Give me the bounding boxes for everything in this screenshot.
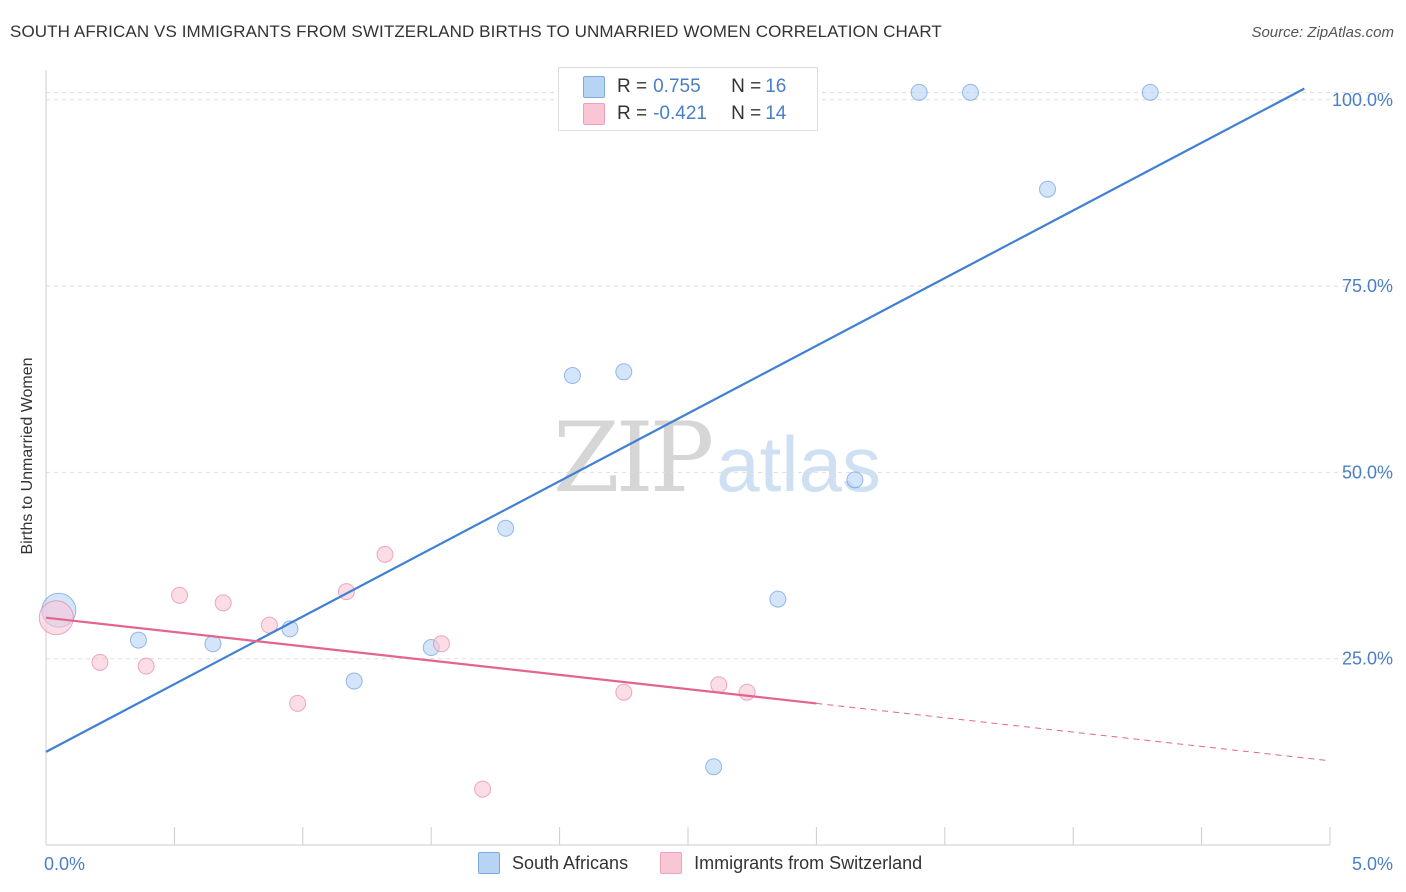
y-tick-label: 50.0% xyxy=(1342,462,1393,482)
legend-n-value: 16 xyxy=(765,76,787,97)
trend-line-switzerland xyxy=(45,616,817,705)
legend-label-south-africans: South Africans xyxy=(512,852,629,873)
y-tick-label: 75.0% xyxy=(1342,276,1393,296)
point-south-africans xyxy=(497,519,515,537)
legend-r-label: R = xyxy=(617,76,648,97)
source-label: Source: ZipAtlas.com xyxy=(1251,24,1394,41)
point-south-africans xyxy=(345,672,363,690)
point-south-africans xyxy=(563,367,581,385)
point-south-africans xyxy=(846,471,864,489)
point-switzerland xyxy=(432,635,450,653)
point-switzerland xyxy=(137,657,155,675)
point-switzerland xyxy=(171,586,189,604)
legend-n-label: N = xyxy=(731,103,762,124)
legend-n-label: N = xyxy=(731,76,762,97)
legend-item-south-africans: South Africans xyxy=(478,852,628,874)
point-switzerland xyxy=(474,780,492,798)
point-south-africans xyxy=(769,590,787,608)
legend-swatch-switzerland xyxy=(583,103,605,125)
legend-row-south-africans: R = 0.755 N = 16 xyxy=(583,75,787,99)
legend-swatch-south-africans xyxy=(478,852,500,874)
trend-line-switzerland-extension xyxy=(816,702,1331,762)
point-switzerland xyxy=(738,683,756,701)
chart-title: SOUTH AFRICAN VS IMMIGRANTS FROM SWITZER… xyxy=(10,22,942,41)
y-tick-label: 100.0% xyxy=(1332,90,1393,110)
point-switzerland xyxy=(38,600,74,636)
legend-swatch-south-africans xyxy=(583,76,605,98)
x-tick-label: 5.0% xyxy=(1352,854,1393,874)
x-tick-label: 0.0% xyxy=(44,854,85,874)
legend-n-value: 14 xyxy=(765,103,787,124)
legend-r-label: R = xyxy=(617,103,648,124)
correlation-legend: R = 0.755 N = 16 R = -0.421 N = 14 xyxy=(558,67,818,131)
point-south-africans xyxy=(1141,83,1159,101)
point-switzerland xyxy=(214,594,232,612)
legend-r-value: 0.755 xyxy=(653,76,701,97)
legend-item-switzerland: Immigrants from Switzerland xyxy=(660,852,922,874)
series-legend: South Africans Immigrants from Switzerla… xyxy=(478,852,954,874)
point-switzerland xyxy=(91,653,109,671)
legend-row-switzerland: R = -0.421 N = 14 xyxy=(583,102,787,126)
legend-r-value: -0.421 xyxy=(653,103,707,124)
point-south-africans xyxy=(1039,180,1057,198)
y-tick-label: 25.0% xyxy=(1342,649,1393,669)
legend-label-switzerland: Immigrants from Switzerland xyxy=(694,852,923,873)
point-switzerland xyxy=(710,676,728,694)
point-switzerland xyxy=(376,545,394,563)
point-south-africans xyxy=(961,83,979,101)
legend-swatch-switzerland xyxy=(660,852,683,874)
point-switzerland xyxy=(615,683,633,701)
point-south-africans xyxy=(204,635,222,653)
trend-line-south-africans xyxy=(45,87,1305,753)
point-south-africans xyxy=(129,631,147,649)
point-south-africans xyxy=(910,83,928,101)
point-south-africans xyxy=(615,363,633,381)
point-switzerland xyxy=(289,694,307,712)
point-south-africans xyxy=(705,758,723,776)
